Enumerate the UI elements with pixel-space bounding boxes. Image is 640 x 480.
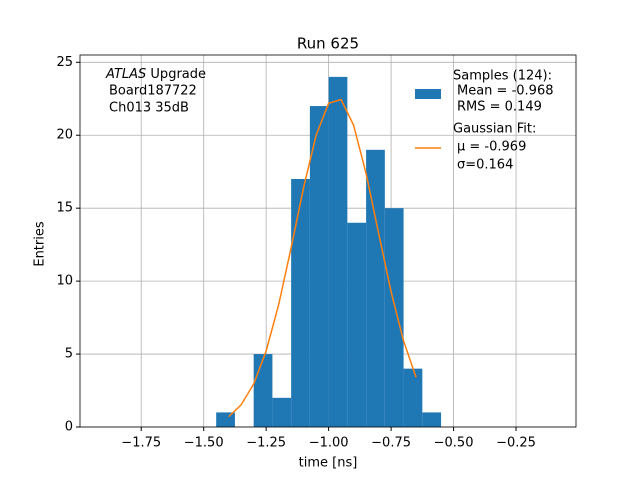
bar (366, 149, 385, 427)
marks (216, 76, 442, 427)
legend-detail: Mean = -0.968 (457, 84, 553, 99)
y-tick-label: 25 (56, 55, 73, 70)
x-tick-label: −1.50 (184, 436, 224, 451)
x-axis-label: time [ns] (299, 456, 358, 471)
legend-detail: RMS = 0.149 (457, 100, 542, 115)
x-tick-label: −1.75 (121, 436, 161, 451)
y-tick-label: 15 (56, 201, 73, 216)
chart-title: Run 625 (297, 35, 359, 53)
annotation-line: Board187722 (109, 84, 197, 99)
bar (253, 354, 273, 427)
annotation-italic: ATLAS (105, 67, 146, 82)
legend-label: Gaussian Fit: (453, 122, 536, 137)
y-tick-label: 10 (56, 274, 73, 289)
legend-detail: μ = -0.969 (457, 140, 526, 155)
legend-detail: σ=0.164 (457, 158, 513, 173)
fit-line (228, 98, 417, 418)
y-tick-label: 20 (56, 128, 73, 143)
x-tick-label: −0.25 (496, 436, 536, 451)
bar (422, 412, 442, 427)
legend-patch (415, 89, 441, 99)
bar (384, 208, 404, 427)
bar (347, 222, 367, 427)
x-tick-label: −0.75 (371, 436, 411, 451)
annotation-text: Upgrade (150, 67, 206, 82)
plot-frame (79, 54, 577, 428)
y-tick-label: 0 (65, 420, 73, 435)
x-tick-label: −1.25 (246, 436, 286, 451)
bar (291, 179, 310, 427)
y-tick-label: 5 (65, 347, 73, 362)
bar (216, 412, 235, 427)
legend-label: Samples (124): (453, 69, 552, 84)
bar (272, 397, 292, 427)
bar (309, 106, 329, 427)
x-tick-label: −0.50 (434, 436, 474, 451)
bar (403, 368, 423, 427)
annotation-line: Ch013 35dB (109, 101, 189, 116)
annotation: ATLAS Upgrade (105, 67, 206, 82)
y-axis-label: Entries (33, 221, 48, 267)
bar (328, 76, 348, 427)
x-tick-label: −1.00 (309, 436, 349, 451)
